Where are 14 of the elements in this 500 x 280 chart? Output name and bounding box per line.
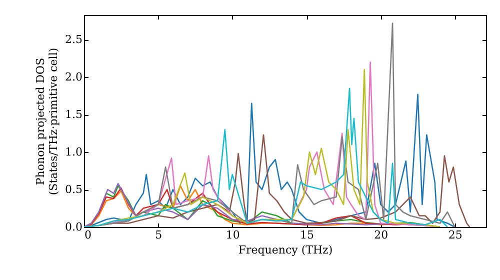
x-axis-title: Frequency (THz): [238, 244, 333, 256]
y-tick-label: 0.5: [65, 183, 82, 196]
x-tick-label: 5: [155, 228, 162, 242]
x-tick-label: 10: [226, 228, 240, 242]
x-tick-label: 15: [300, 228, 314, 242]
y-tick-label: 0.0: [65, 220, 82, 234]
x-tick-label: 20: [374, 228, 388, 242]
y-axis-title: Phonon projected DOS (States/THz·primitive cell): [34, 48, 60, 196]
y-tick-label: 2.5: [65, 33, 82, 46]
y-tick-label: 1.5: [65, 108, 82, 122]
y-tick-label: 1.0: [65, 146, 82, 159]
y-tick-label: 2.0: [65, 70, 82, 84]
x-tick-label: 0: [84, 228, 92, 242]
x-tick-label: 25: [448, 228, 462, 242]
